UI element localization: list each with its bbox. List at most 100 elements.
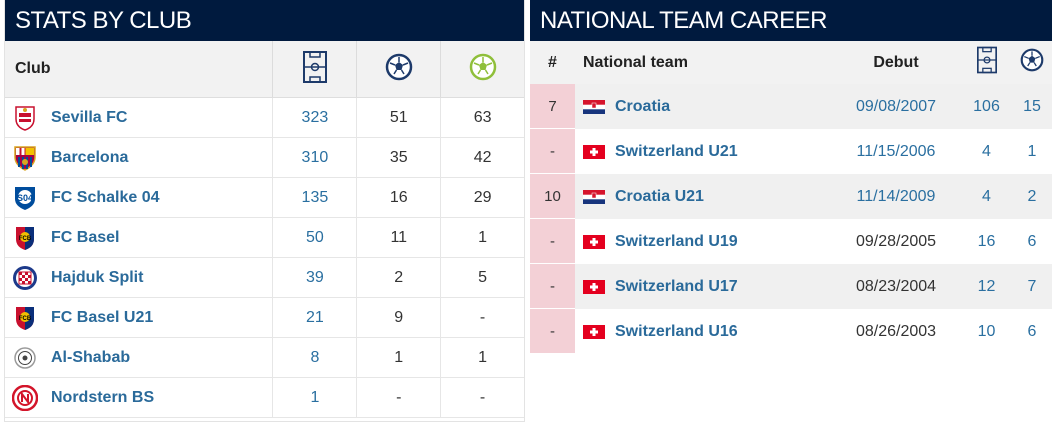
club-row: Sevilla FC 323 51 63	[5, 98, 524, 138]
switzerland-flag-icon	[583, 144, 605, 159]
club-assists: -	[440, 378, 524, 417]
club-apps[interactable]: 39	[272, 258, 356, 297]
club-apps[interactable]: 8	[272, 338, 356, 377]
club-name-link[interactable]: Al-Shabab	[51, 348, 131, 366]
svg-text:FCB: FCB	[19, 236, 32, 242]
sevilla-crest-icon	[11, 104, 39, 132]
schalke-crest-icon: S04	[11, 184, 39, 212]
club-goals: 9	[356, 298, 440, 337]
team-apps[interactable]: 10	[977, 322, 996, 340]
national-team-row: 7 Croatia 09/08/2007 106 15	[530, 84, 1052, 129]
club-name-link[interactable]: Sevilla FC	[51, 108, 128, 126]
croatia-flag-icon	[583, 99, 605, 114]
stats-by-club-panel: STATS BY CLUB Club Sevilla FC	[4, 0, 525, 422]
club-column-header: Club	[15, 60, 51, 77]
alshabab-crest-icon	[11, 344, 39, 372]
club-name-link[interactable]: FC Schalke 04	[51, 188, 160, 206]
pitch-icon	[302, 50, 327, 88]
club-goals: 1	[356, 338, 440, 377]
club-assists: 29	[440, 178, 524, 217]
debut-date[interactable]: 09/08/2007	[855, 97, 937, 115]
team-goals[interactable]: 6	[1027, 322, 1037, 340]
club-apps[interactable]: 135	[272, 178, 356, 217]
debut-column-header: Debut	[873, 53, 919, 71]
club-name-link[interactable]: FC Basel U21	[51, 308, 154, 326]
team-column-header: National team	[583, 53, 688, 71]
appearances-column-header[interactable]	[961, 41, 1012, 84]
shirt-number: -	[530, 219, 575, 264]
basel-crest-icon: FCB	[11, 224, 39, 252]
team-apps[interactable]: 16	[977, 232, 996, 250]
club-goals: 11	[356, 218, 440, 257]
team-goals[interactable]: 7	[1027, 277, 1037, 295]
club-assists: 42	[440, 138, 524, 177]
club-apps[interactable]: 1	[272, 378, 356, 417]
debut-date[interactable]: 11/14/2009	[856, 187, 936, 205]
club-row: S04 FC Schalke 04 135 16 29	[5, 178, 524, 218]
team-name-link[interactable]: Switzerland U21	[615, 142, 738, 160]
club-goals: 51	[356, 98, 440, 137]
team-name-link[interactable]: Switzerland U17	[615, 277, 738, 295]
switzerland-flag-icon	[583, 279, 605, 294]
team-goals[interactable]: 1	[1027, 142, 1037, 160]
team-goals[interactable]: 6	[1027, 232, 1037, 250]
club-row: FCB FC Basel 50 11 1	[5, 218, 524, 258]
goals-column-header[interactable]	[1012, 41, 1052, 84]
club-assists: 5	[440, 258, 524, 297]
shirt-number: 10	[530, 174, 575, 219]
shirt-number: -	[530, 309, 575, 354]
team-apps[interactable]: 106	[973, 97, 1000, 115]
ball-icon	[1020, 48, 1044, 77]
team-name-link[interactable]: Switzerland U16	[615, 322, 738, 340]
club-apps[interactable]: 310	[272, 138, 356, 177]
club-assists: -	[440, 298, 524, 337]
team-apps[interactable]: 12	[977, 277, 996, 295]
pitch-icon	[976, 46, 997, 79]
croatia-flag-icon	[583, 189, 605, 204]
club-assists: 63	[440, 98, 524, 137]
club-goals: 16	[356, 178, 440, 217]
club-name-link[interactable]: Barcelona	[51, 148, 129, 166]
club-name-link[interactable]: Nordstern BS	[51, 388, 155, 406]
ball-green-icon	[469, 53, 497, 86]
national-team-career-title: NATIONAL TEAM CAREER	[530, 0, 1052, 41]
national-team-row: - Switzerland U19 09/28/2005 16 6	[530, 219, 1052, 264]
team-apps[interactable]: 4	[982, 142, 991, 160]
switzerland-flag-icon	[583, 234, 605, 249]
svg-text:FCB: FCB	[19, 316, 32, 322]
switzerland-flag-icon	[583, 324, 605, 339]
stats-by-club-title: STATS BY CLUB	[5, 0, 524, 41]
debut-date[interactable]: 11/15/2006	[856, 142, 936, 160]
team-goals[interactable]: 2	[1027, 187, 1037, 205]
hajduk-crest-icon	[11, 264, 39, 292]
basel-crest-icon: FCB	[11, 304, 39, 332]
appearances-column-header[interactable]	[272, 41, 356, 97]
goals-column-header[interactable]	[356, 41, 440, 97]
club-apps[interactable]: 323	[272, 98, 356, 137]
team-name-link[interactable]: Croatia U21	[615, 187, 704, 205]
national-team-row: - Switzerland U16 08/26/2003 10 6	[530, 309, 1052, 354]
club-row: Hajduk Split 39 2 5	[5, 258, 524, 298]
national-team-row: - Switzerland U17 08/23/2004 12 7	[530, 264, 1052, 309]
debut-date: 09/28/2005	[855, 232, 937, 250]
assists-column-header[interactable]	[440, 41, 524, 97]
club-row: Al-Shabab 8 1 1	[5, 338, 524, 378]
club-row: FCB FC Basel U21 21 9 -	[5, 298, 524, 338]
club-assists: 1	[440, 338, 524, 377]
ball-icon	[385, 53, 413, 86]
team-name-link[interactable]: Switzerland U19	[615, 232, 738, 250]
club-assists: 1	[440, 218, 524, 257]
shirt-number: 7	[530, 84, 575, 129]
club-goals: 35	[356, 138, 440, 177]
barcelona-crest-icon	[11, 144, 39, 172]
national-team-career-panel: NATIONAL TEAM CAREER # National team Deb…	[530, 0, 1052, 358]
team-apps[interactable]: 4	[982, 187, 991, 205]
team-goals[interactable]: 15	[1023, 97, 1041, 115]
nordstern-crest-icon	[11, 384, 39, 412]
team-name-link[interactable]: Croatia	[615, 97, 671, 115]
club-name-link[interactable]: Hajduk Split	[51, 268, 144, 286]
club-goals: -	[356, 378, 440, 417]
club-apps[interactable]: 50	[272, 218, 356, 257]
club-apps[interactable]: 21	[272, 298, 356, 337]
club-name-link[interactable]: FC Basel	[51, 228, 120, 246]
